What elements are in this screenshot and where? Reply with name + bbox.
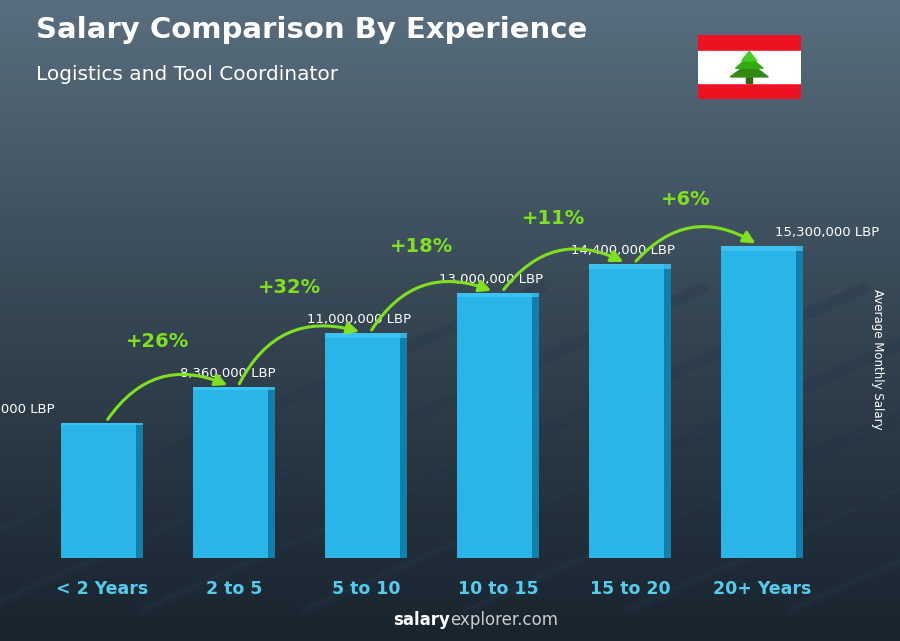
Text: salary: salary [393,612,450,629]
Polygon shape [730,63,769,77]
Bar [325,333,407,558]
Bar [325,333,407,338]
Bar [61,423,143,425]
Text: +18%: +18% [390,237,453,256]
Bar [698,35,801,51]
Bar [664,264,670,558]
Bar [400,333,407,558]
Bar [698,51,801,83]
Bar [268,387,274,558]
Text: +6%: +6% [661,190,710,209]
Text: 13,000,000 LBP: 13,000,000 LBP [439,272,544,286]
Bar [194,387,274,390]
Bar [61,423,143,558]
Text: +26%: +26% [126,331,189,351]
Bar [137,423,143,558]
Polygon shape [735,56,763,68]
Polygon shape [742,51,757,61]
Text: 6,620,000 LBP: 6,620,000 LBP [0,403,55,415]
Bar [746,77,752,83]
Bar [721,246,803,558]
Bar [698,83,801,99]
Bar [194,387,274,558]
Text: 15,300,000 LBP: 15,300,000 LBP [775,226,879,238]
Text: < 2 Years: < 2 Years [56,579,148,597]
Bar [533,293,539,558]
Text: explorer.com: explorer.com [450,612,558,629]
Text: 20+ Years: 20+ Years [713,579,811,597]
Bar [796,246,803,558]
Text: 10 to 15: 10 to 15 [458,579,538,597]
Text: Salary Comparison By Experience: Salary Comparison By Experience [36,16,587,44]
Bar [721,246,803,251]
Bar [457,293,539,558]
Text: Average Monthly Salary: Average Monthly Salary [871,288,884,429]
Bar [457,293,539,297]
Text: 2 to 5: 2 to 5 [206,579,262,597]
Text: 5 to 10: 5 to 10 [332,579,400,597]
Text: 14,400,000 LBP: 14,400,000 LBP [572,244,675,257]
Text: 8,360,000 LBP: 8,360,000 LBP [180,367,275,380]
Text: +11%: +11% [522,208,585,228]
Text: 11,000,000 LBP: 11,000,000 LBP [307,313,411,326]
Text: Logistics and Tool Coordinator: Logistics and Tool Coordinator [36,65,338,85]
Bar [590,264,670,269]
Text: +32%: +32% [258,278,321,297]
Text: 15 to 20: 15 to 20 [590,579,670,597]
Bar [590,264,670,558]
